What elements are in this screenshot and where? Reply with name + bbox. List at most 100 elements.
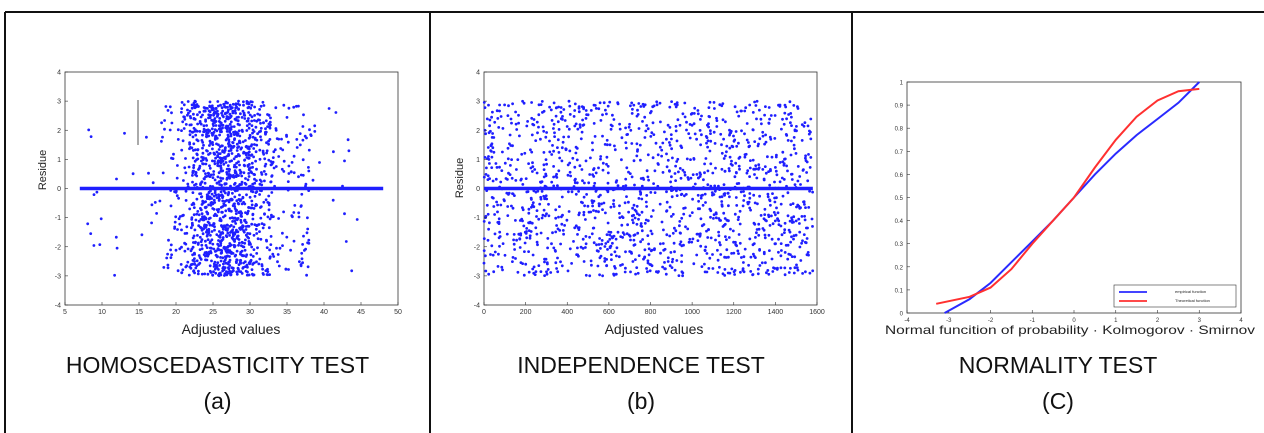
scatter-point xyxy=(738,241,742,245)
scatter-point xyxy=(244,182,248,186)
scatter-point xyxy=(725,144,729,148)
scatter-point xyxy=(301,158,305,162)
scatter-point xyxy=(215,181,219,185)
scatter-point xyxy=(552,122,556,126)
scatter-point xyxy=(528,236,532,240)
scatter-point xyxy=(527,207,531,211)
scatter-point xyxy=(650,131,654,135)
scatter-point xyxy=(769,169,772,173)
scatter-point xyxy=(802,200,805,204)
scatter-point xyxy=(601,113,604,117)
scatter-point xyxy=(182,127,186,130)
scatter-point xyxy=(182,179,185,182)
scatter-point xyxy=(745,138,749,142)
scatter-point xyxy=(213,260,217,264)
scatter-point xyxy=(671,212,675,216)
scatter-point xyxy=(634,210,638,213)
scatter-point xyxy=(182,115,186,119)
scatter-point xyxy=(617,255,621,259)
y-tick-label: 0.7 xyxy=(895,150,904,156)
scatter-point xyxy=(258,257,262,261)
scatter-point xyxy=(196,122,200,126)
scatter-point xyxy=(515,168,518,171)
scatter-point xyxy=(271,156,275,160)
scatter-point xyxy=(810,217,814,221)
scatter-point xyxy=(235,142,239,146)
scatter-point xyxy=(298,143,302,147)
scatter-point xyxy=(714,216,718,220)
scatter-point xyxy=(528,234,532,238)
scatter-point xyxy=(495,200,498,204)
caption-letter-b: (b) xyxy=(626,388,656,414)
scatter-point xyxy=(248,133,252,137)
scatter-point xyxy=(709,215,712,219)
scatter-point xyxy=(499,203,503,207)
scatter-point xyxy=(292,154,296,158)
scatter-point xyxy=(218,156,222,160)
scatter-point xyxy=(548,105,551,109)
scatter-point xyxy=(202,218,206,222)
scatter-point xyxy=(271,252,275,256)
scatter-point xyxy=(592,175,596,178)
scatter-point xyxy=(223,266,227,270)
scatter-point xyxy=(258,157,262,161)
scatter-point xyxy=(618,211,621,215)
scatter-point xyxy=(658,145,662,149)
scatter-point xyxy=(674,129,678,133)
scatter-point xyxy=(740,256,743,259)
scatter-point xyxy=(206,211,210,215)
scatter-point xyxy=(683,101,687,105)
scatter-point xyxy=(240,183,243,186)
scatter-point xyxy=(780,233,784,237)
scatter-point xyxy=(244,139,247,142)
scatter-point xyxy=(257,262,261,266)
scatter-point xyxy=(696,112,700,116)
scatter-point xyxy=(219,176,223,180)
scatter-point xyxy=(266,113,269,116)
scatter-point xyxy=(169,204,173,208)
scatter-point xyxy=(245,193,248,197)
scatter-point xyxy=(523,241,527,245)
scatter-point xyxy=(220,144,224,148)
scatter-point xyxy=(487,103,490,107)
scatter-point xyxy=(546,268,550,271)
scatter-point xyxy=(532,205,536,209)
scatter-point xyxy=(307,241,311,245)
scatter-point xyxy=(213,267,217,271)
scatter-point xyxy=(489,144,493,148)
scatter-point xyxy=(678,167,682,170)
scatter-point xyxy=(180,110,183,114)
scatter-point xyxy=(494,177,498,181)
scatter-point xyxy=(714,238,717,242)
scatter-point xyxy=(671,231,675,235)
scatter-point xyxy=(227,175,231,179)
scatter-points-a xyxy=(86,99,359,278)
scatter-point xyxy=(714,166,717,170)
scatter-point xyxy=(301,173,305,177)
scatter-point xyxy=(582,210,586,214)
scatter-point xyxy=(712,217,715,220)
scatter-point xyxy=(191,223,194,227)
scatter-point xyxy=(610,124,614,128)
scatter-point xyxy=(630,175,634,179)
scatter-point xyxy=(249,106,253,110)
scatter-point xyxy=(745,171,749,175)
scatter-point xyxy=(639,240,642,244)
scatter-point xyxy=(661,242,665,245)
scatter-point xyxy=(265,238,268,242)
scatter-point xyxy=(636,231,640,235)
scatter-point xyxy=(663,261,666,264)
scatter-point xyxy=(766,192,770,196)
scatter-point xyxy=(193,129,197,133)
scatter-point xyxy=(577,110,581,114)
scatter-point xyxy=(180,101,184,104)
scatter-point xyxy=(660,220,664,224)
scatter-point xyxy=(724,154,727,158)
scatter-point xyxy=(557,169,561,173)
scatter-point xyxy=(194,148,197,152)
scatter-point xyxy=(593,135,597,138)
scatter-point xyxy=(540,100,544,103)
y-tick-label: 4 xyxy=(476,70,480,77)
scatter-point xyxy=(189,226,193,230)
scatter-point xyxy=(760,261,764,265)
